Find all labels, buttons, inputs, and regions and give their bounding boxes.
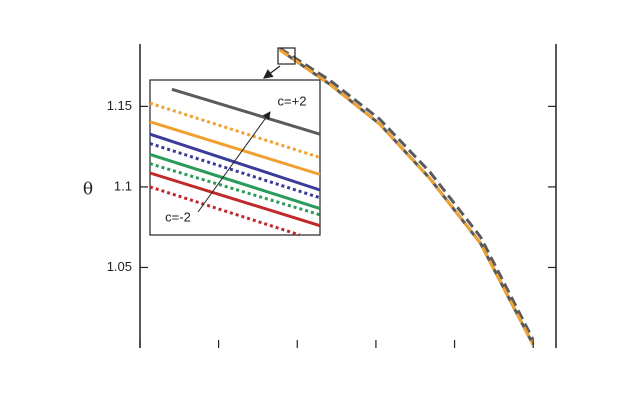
- y-tick-label: 1.15: [107, 98, 132, 113]
- zoom-box: [277, 47, 296, 65]
- trend-arrow: [197, 111, 271, 213]
- y-tick-label: 1.1: [114, 178, 132, 193]
- plot-area: [279, 47, 535, 346]
- data-line: [279, 48, 535, 346]
- zoom-pointer: [263, 65, 281, 79]
- data-line: [279, 47, 535, 341]
- annotation: c=+2: [278, 93, 307, 108]
- data-line: [149, 171, 321, 228]
- data-line: [149, 152, 321, 211]
- data-line: [149, 185, 301, 237]
- y-axis-label: θ: [83, 180, 93, 200]
- data-line: [171, 87, 321, 136]
- inset-plot: [149, 87, 321, 237]
- data-line: [149, 120, 321, 176]
- y-tick-label: 1.05: [107, 259, 132, 274]
- annotation: c=-2: [165, 209, 191, 224]
- data-line: [149, 132, 321, 192]
- inset-frame: [149, 79, 321, 236]
